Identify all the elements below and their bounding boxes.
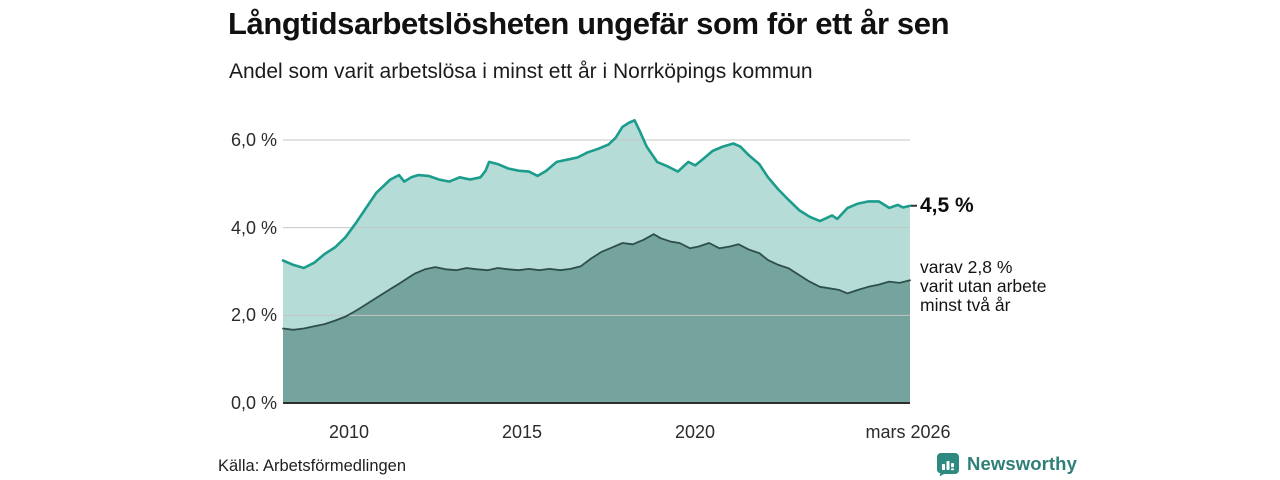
secondary-annotation-line-1: varav 2,8 % bbox=[920, 257, 1013, 277]
x-axis-label-mars-2026: mars 2026 bbox=[865, 422, 951, 442]
end-value-label: 4,5 % bbox=[920, 193, 974, 217]
secondary-annotation: varav 2,8 % varit utan arbete minst två … bbox=[920, 258, 1046, 314]
chart-subtitle: Andel som varit arbetslösa i minst ett å… bbox=[229, 60, 813, 83]
newsworthy-logo: Newsworthy bbox=[936, 451, 1077, 477]
y-axis-label-2: 2,0 % bbox=[230, 305, 277, 325]
source-note: Källa: Arbetsförmedlingen bbox=[218, 457, 407, 475]
y-axis-label-4: 4,0 % bbox=[230, 218, 277, 238]
series-area-1 bbox=[283, 234, 910, 403]
x-axis-label-2015: 2015 bbox=[501, 422, 543, 442]
y-axis-label-6: 6,0 % bbox=[230, 130, 277, 150]
secondary-annotation-line-2: varit utan arbete bbox=[920, 275, 1047, 296]
secondary-annotation-line-3: minst två år bbox=[920, 294, 1011, 315]
newsworthy-logo-icon bbox=[937, 453, 959, 476]
newsworthy-logo-text: Newsworthy bbox=[967, 453, 1077, 474]
series-line-0 bbox=[281, 119, 912, 270]
x-axis-label-2020: 2020 bbox=[674, 422, 716, 442]
x-axis-label-2010: 2010 bbox=[328, 422, 370, 442]
y-axis-label-0: 0,0 % bbox=[230, 393, 277, 413]
series-line-1 bbox=[282, 233, 911, 331]
page-title: Långtidsarbetslösheten ungefär som för e… bbox=[228, 6, 950, 41]
